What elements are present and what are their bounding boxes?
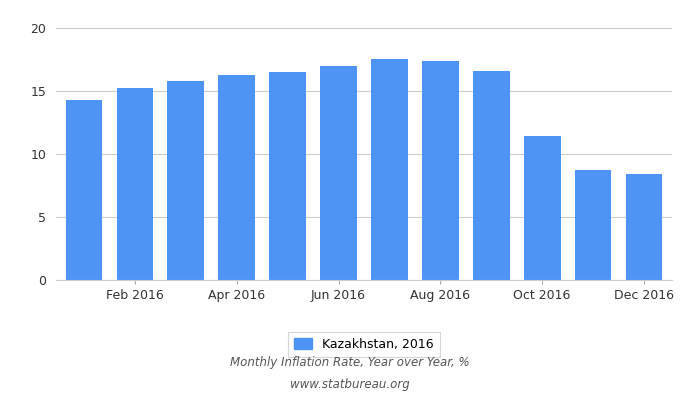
- Bar: [66, 100, 102, 280]
- Bar: [371, 60, 408, 280]
- Text: Monthly Inflation Rate, Year over Year, %: Monthly Inflation Rate, Year over Year, …: [230, 356, 470, 369]
- Bar: [422, 61, 458, 280]
- Bar: [167, 81, 204, 280]
- Bar: [524, 136, 561, 280]
- Bar: [320, 66, 357, 280]
- Bar: [473, 71, 510, 280]
- Bar: [626, 174, 662, 280]
- Bar: [218, 75, 255, 280]
- Bar: [270, 72, 306, 280]
- Legend: Kazakhstan, 2016: Kazakhstan, 2016: [288, 332, 440, 357]
- Text: www.statbureau.org: www.statbureau.org: [290, 378, 410, 391]
- Bar: [575, 170, 611, 280]
- Bar: [117, 88, 153, 280]
